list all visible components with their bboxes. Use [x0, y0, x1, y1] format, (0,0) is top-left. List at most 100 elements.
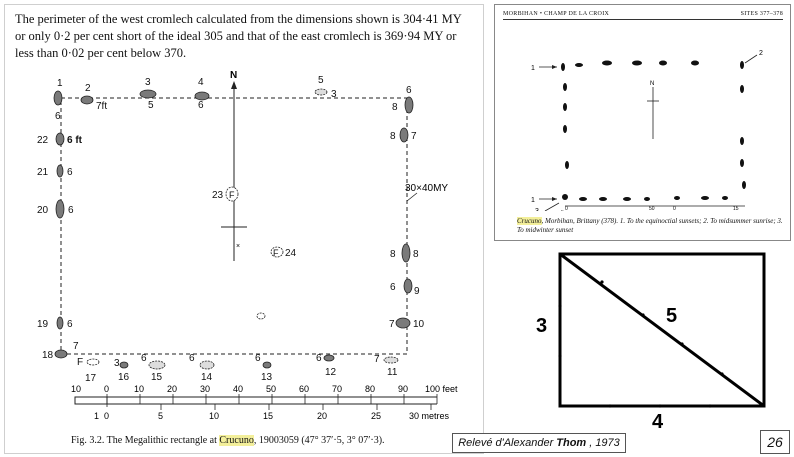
- pythagorean-triangle: 3 5 4: [536, 252, 766, 433]
- hypotenuse-label: 5: [666, 305, 677, 327]
- marker-2: 2: [759, 50, 763, 57]
- svg-text:100 feet: 100 feet: [425, 384, 458, 394]
- dimension-label: 30×40MY: [405, 183, 448, 194]
- svg-text:7: 7: [73, 341, 79, 352]
- scale-bar: 10 0 10 20 30 40 50 60 70 80 90 100 feet…: [71, 384, 458, 421]
- svg-text:6: 6: [68, 205, 74, 216]
- svg-text:24: 24: [285, 248, 297, 259]
- stone: [53, 90, 63, 106]
- svg-text:3: 3: [114, 358, 120, 369]
- figure-caption: Fig. 3.2. The Megalithic rectangle at Cr…: [71, 435, 385, 446]
- svg-text:18: 18: [42, 350, 54, 361]
- page-number: 26: [760, 430, 790, 454]
- svg-text:6: 6: [198, 100, 204, 111]
- stone: [54, 349, 68, 359]
- svg-text:0: 0: [104, 411, 109, 421]
- svg-text:12: 12: [325, 367, 337, 378]
- stone: [55, 132, 65, 146]
- svg-text:17: 17: [85, 373, 97, 384]
- svg-text:7: 7: [374, 354, 380, 365]
- svg-text:3: 3: [145, 77, 151, 88]
- dimension-leader: [406, 192, 418, 202]
- svg-text:15: 15: [263, 411, 273, 421]
- svg-text:F: F: [229, 190, 235, 200]
- stone: [395, 317, 411, 329]
- svg-text:10: 10: [413, 319, 425, 330]
- svg-text:60: 60: [299, 384, 309, 394]
- north-arrow-icon: [231, 81, 237, 89]
- svg-text:20: 20: [317, 411, 327, 421]
- svg-text:7: 7: [389, 319, 395, 330]
- stone: [323, 354, 335, 362]
- side-bottom-label: 4: [652, 411, 664, 430]
- svg-text:30 metres: 30 metres: [409, 411, 450, 421]
- stone: [194, 91, 210, 101]
- stone: [404, 96, 414, 114]
- svg-text:6: 6: [67, 167, 73, 178]
- svg-text:14: 14: [201, 372, 213, 383]
- svg-text:ft: ft: [561, 210, 564, 211]
- stone: [86, 358, 100, 366]
- svg-text:90: 90: [398, 384, 408, 394]
- site-plan-drawing: N 1 2 1 3 ft 0 50 0 15 m: [531, 50, 763, 211]
- svg-text:3: 3: [331, 89, 337, 100]
- svg-text:0: 0: [104, 384, 109, 394]
- triangle-sketch: 3 5 4: [530, 246, 790, 433]
- svg-text:80: 80: [365, 384, 375, 394]
- svg-text:8: 8: [392, 102, 398, 113]
- stone: [256, 312, 266, 320]
- svg-text:6: 6: [255, 353, 261, 364]
- stone: [225, 186, 239, 202]
- svg-text:0: 0: [673, 206, 676, 211]
- svg-text:6: 6: [55, 111, 61, 122]
- svg-text:50: 50: [266, 384, 276, 394]
- svg-text:16: 16: [118, 372, 130, 383]
- thom-plan-panel: The perimeter of the west cromlech calcu…: [4, 4, 484, 454]
- svg-text:8: 8: [413, 249, 419, 260]
- marker-1a: 1: [531, 65, 535, 72]
- svg-text:19: 19: [37, 319, 49, 330]
- site-plan-panel: MORBIHAN • CHAMP DE LA CROIX SITES 377–3…: [494, 4, 791, 241]
- stone: [262, 361, 272, 369]
- site-plan-caption: Crucuno, Morbihan, Brittany (378). 1. To…: [517, 217, 783, 234]
- caption-highlight: Crucuno: [219, 435, 254, 446]
- svg-text:20: 20: [167, 384, 177, 394]
- svg-text:10: 10: [209, 411, 219, 421]
- svg-text:0: 0: [565, 206, 568, 211]
- svg-text:6: 6: [406, 85, 412, 96]
- stone: [270, 246, 284, 258]
- svg-text:F: F: [77, 357, 83, 368]
- svg-text:10: 10: [134, 384, 144, 394]
- stone: [55, 199, 65, 219]
- svg-text:9: 9: [414, 286, 420, 297]
- svg-text:5: 5: [318, 75, 324, 86]
- north-label: N: [650, 81, 654, 87]
- svg-text:6: 6: [67, 319, 73, 330]
- crucuno-plan: N × 30×40MY: [37, 70, 458, 421]
- stone: [139, 89, 157, 99]
- svg-text:5: 5: [158, 411, 163, 421]
- side-left-label: 3: [536, 315, 547, 337]
- stone: [119, 361, 129, 369]
- svg-text:2: 2: [85, 83, 91, 94]
- credit-box: Relevé d'Alexander Thom, 1973: [452, 433, 626, 453]
- site-stones: [561, 60, 746, 201]
- stone: [403, 278, 413, 294]
- svg-text:13: 13: [261, 372, 273, 383]
- intro-paragraph: The perimeter of the west cromlech calcu…: [15, 12, 462, 60]
- stone: [199, 360, 215, 370]
- svg-text:40: 40: [233, 384, 243, 394]
- svg-text:6: 6: [189, 353, 195, 364]
- svg-text:1: 1: [57, 78, 63, 89]
- stone: [148, 360, 166, 370]
- svg-text:6 ft: 6 ft: [67, 135, 83, 146]
- svg-text:×: ×: [236, 243, 240, 250]
- svg-text:25: 25: [371, 411, 381, 421]
- stone: [80, 95, 94, 105]
- stone: [56, 316, 64, 330]
- svg-text:8: 8: [390, 249, 396, 260]
- svg-text:21: 21: [37, 167, 49, 178]
- svg-text:8: 8: [390, 131, 396, 142]
- site-plan-header: MORBIHAN • CHAMP DE LA CROIX SITES 377–3…: [503, 11, 783, 20]
- svg-text:23: 23: [212, 190, 224, 201]
